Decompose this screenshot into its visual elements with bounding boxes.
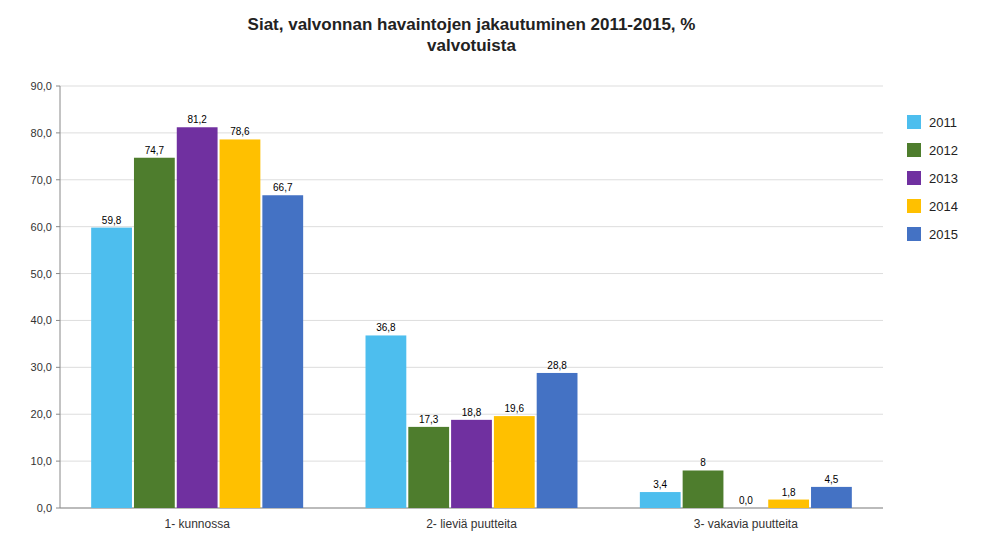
data-label: 4,5 [824,474,838,485]
data-label: 1,8 [782,487,796,498]
y-tick [56,226,60,227]
bar [220,139,261,508]
bar [811,487,852,508]
data-label: 19,6 [505,403,525,414]
bar [725,508,766,509]
data-label: 74,7 [145,145,165,156]
data-labels: 59,8 36,8 3,4 74,7 17,3 8 81,2 18,8 0,0 78,6 19,6 1… [102,114,839,506]
data-label: 0,0 [739,495,753,506]
data-label: 3,4 [653,479,667,490]
y-tick-label: 50,0 [31,268,52,280]
legend-swatch [907,227,921,241]
y-axis: 0,010,020,030,040,050,060,070,080,090,0 [31,80,883,514]
y-tick-label: 0,0 [37,502,52,514]
legend-label: 2013 [929,171,958,186]
data-label: 28,8 [547,360,567,371]
legend-swatch [907,143,921,157]
y-tick [56,367,60,368]
legend: 2011 2012 2013 2014 2015 [907,115,958,242]
data-label: 81,2 [187,114,207,125]
y-tick-label: 20,0 [31,408,52,420]
y-tick [56,86,60,87]
x-tick-label: 1- kunnossa [164,517,230,531]
bar [262,195,303,508]
bar [134,158,175,508]
legend-swatch [907,171,921,185]
y-tick [56,461,60,462]
x-tick-label: 2- lieviä puutteita [426,517,517,531]
y-tick [56,320,60,321]
chart-container: Siat, valvonnan havaintojen jakautuminen… [0,0,1003,552]
legend-swatch [907,115,921,129]
y-tick-label: 30,0 [31,361,52,373]
y-tick [56,508,60,509]
legend-label: 2015 [929,227,958,242]
bar [408,427,449,508]
bar [640,492,681,508]
bar [366,335,407,508]
bars [91,127,852,508]
legend-label: 2012 [929,143,958,158]
data-label: 17,3 [419,414,439,425]
data-label: 8 [700,457,706,468]
bar [177,127,218,508]
x-axis: 1- kunnossa 2- lieviä puutteita 3- vakavia… [164,517,798,531]
x-tick-label: 3- vakavia puutteita [694,517,798,531]
y-tick-label: 70,0 [31,174,52,186]
title-line: Siat, valvonnan havaintojen jakautuminen… [248,15,696,34]
y-tick-label: 40,0 [31,314,52,326]
legend-label: 2011 [929,115,957,130]
data-label: 66,7 [273,182,293,193]
title-line: valvotuista [427,36,516,55]
data-label: 36,8 [376,322,396,333]
bar [768,500,809,508]
y-tick-label: 60,0 [31,221,52,233]
bar [91,228,132,508]
y-tick [56,132,60,133]
bar [683,470,724,508]
y-tick [56,179,60,180]
legend-swatch [907,199,921,213]
data-label: 18,8 [462,407,482,418]
y-tick [56,273,60,274]
chart: Siat, valvonnan havaintojen jakautuminen… [0,0,1003,552]
bar [451,420,492,508]
title: Siat, valvonnan havaintojen jakautuminen… [248,15,696,55]
y-tick-label: 90,0 [31,80,52,92]
y-tick-label: 80,0 [31,127,52,139]
y-tick-label: 10,0 [31,455,52,467]
bar [494,416,535,508]
y-axis-line [60,86,61,508]
bar [537,373,578,508]
data-label: 78,6 [230,126,250,137]
data-label: 59,8 [102,215,122,226]
grid-line [60,86,883,87]
y-tick [56,414,60,415]
legend-label: 2014 [929,199,958,214]
